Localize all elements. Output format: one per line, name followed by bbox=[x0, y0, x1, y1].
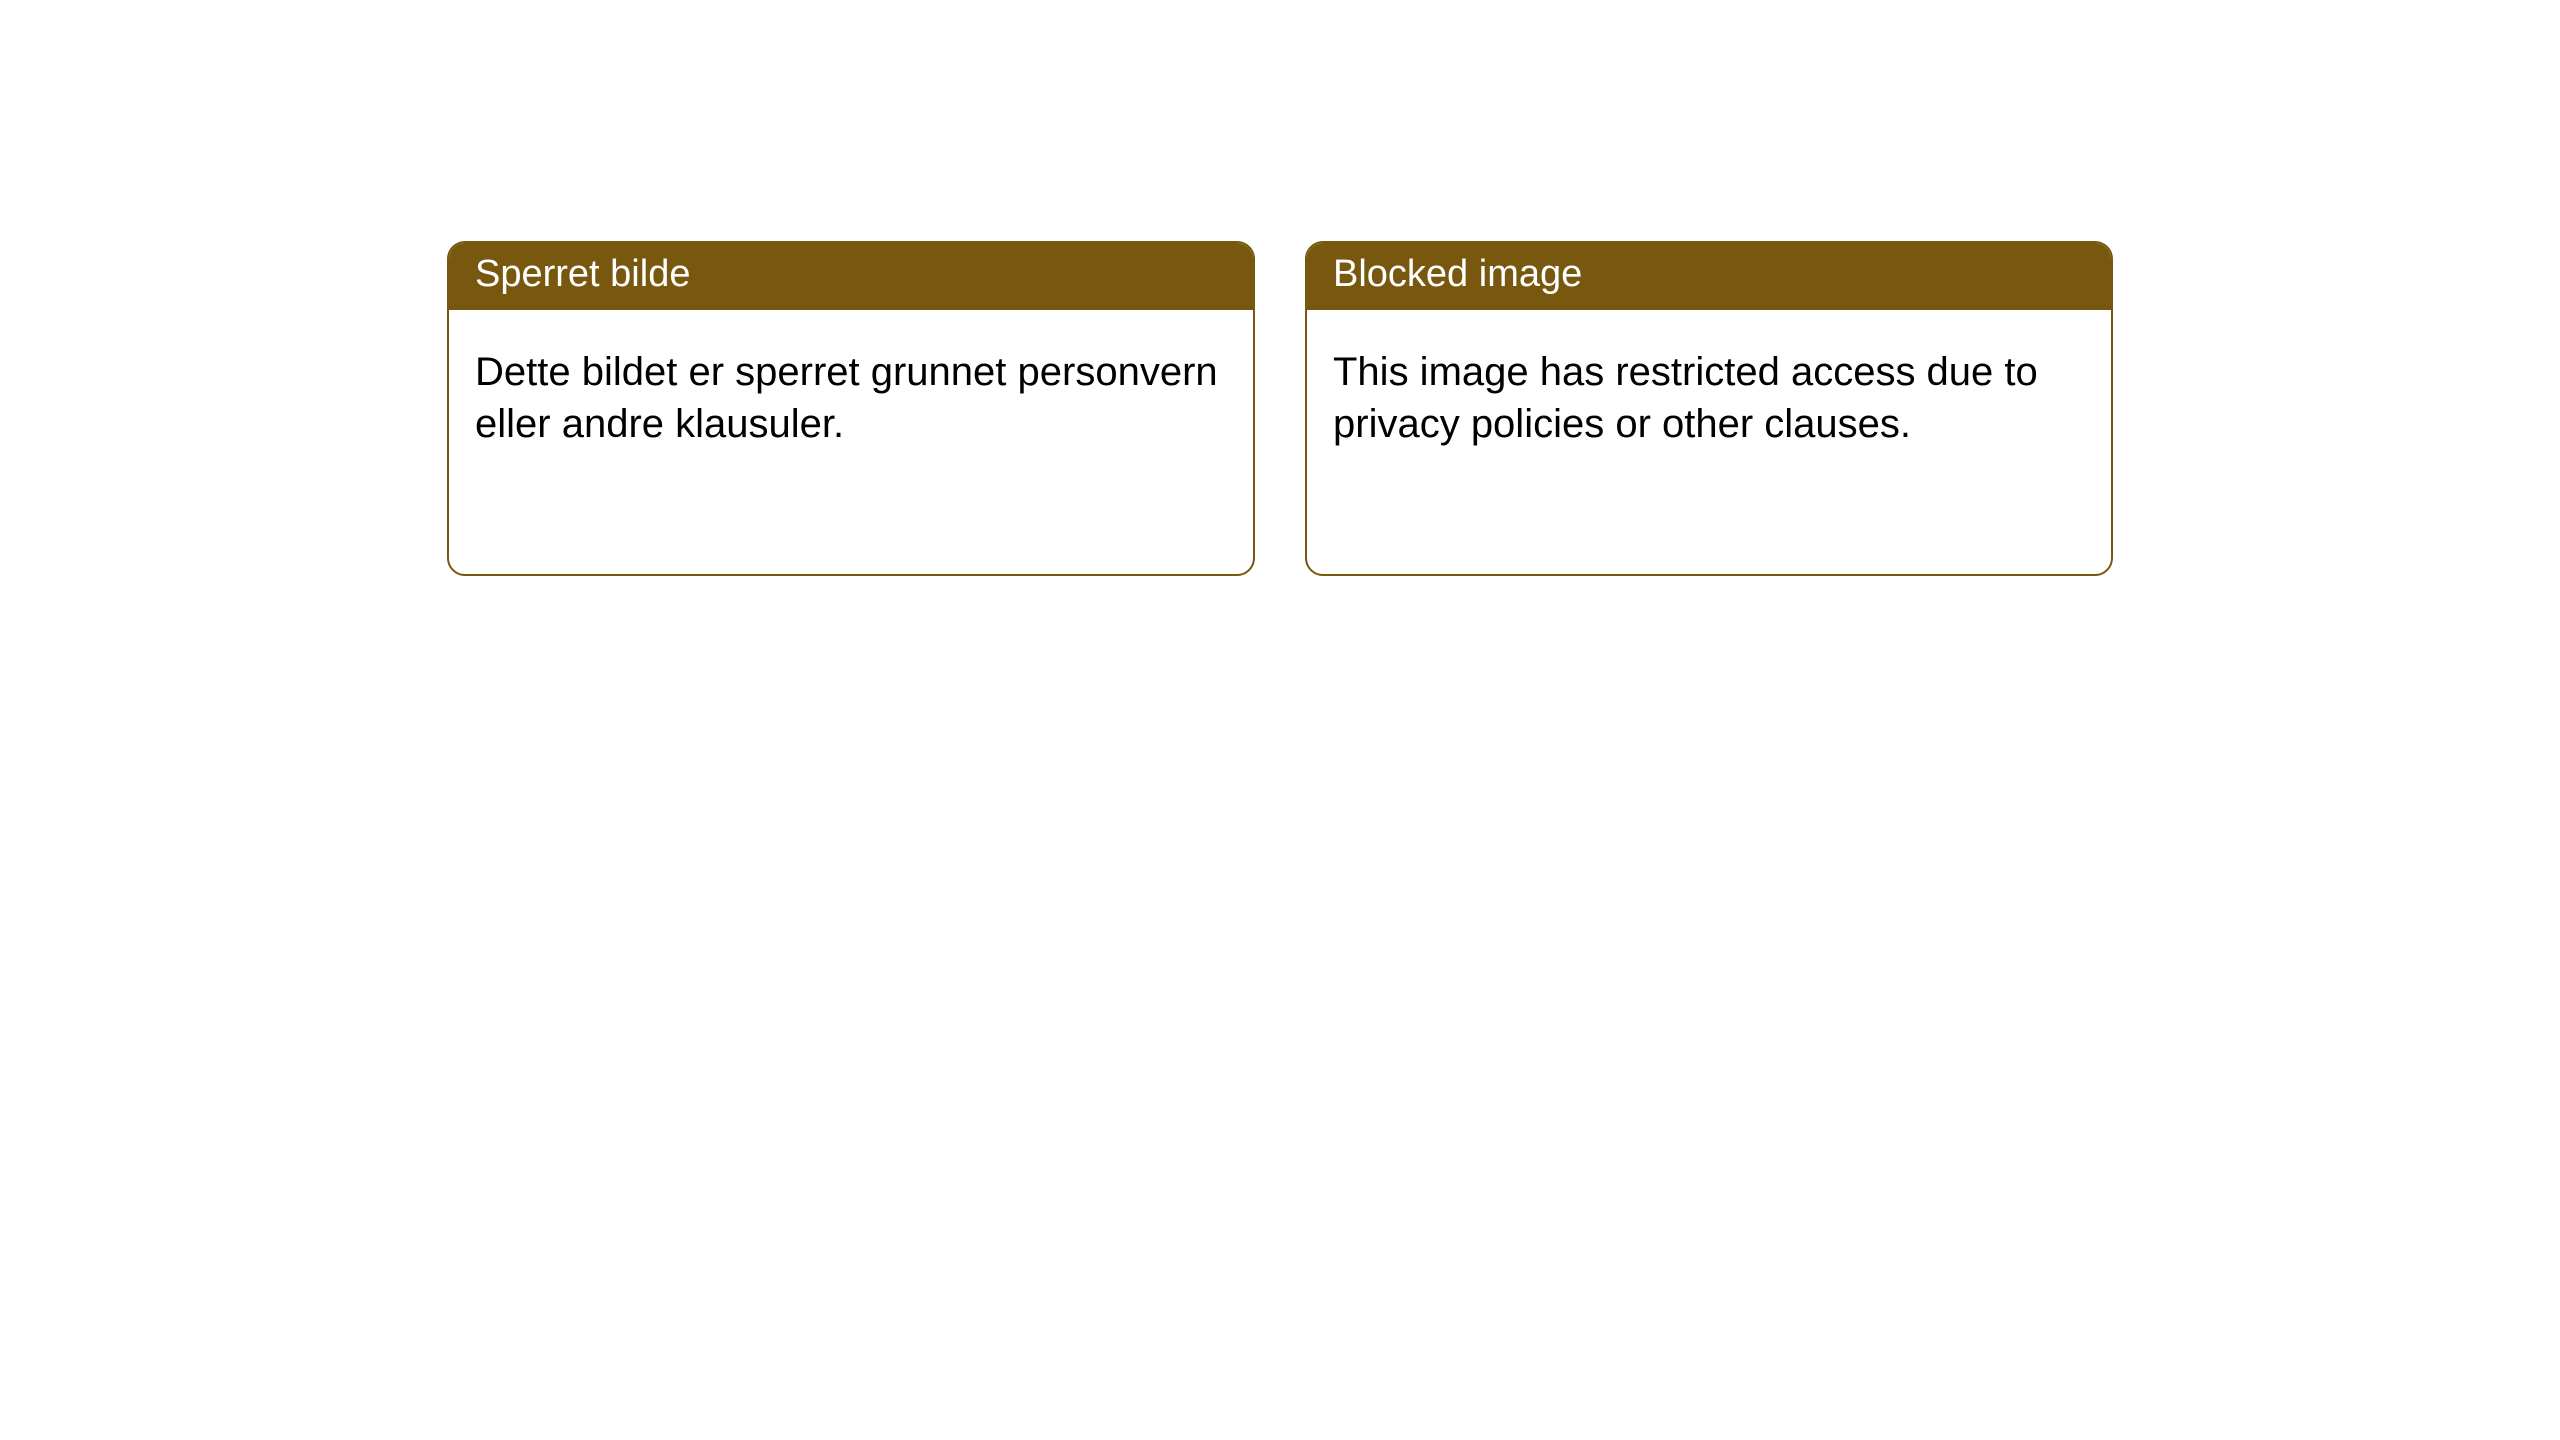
card-header-norwegian: Sperret bilde bbox=[449, 243, 1253, 310]
notice-container: Sperret bilde Dette bildet er sperret gr… bbox=[0, 0, 2560, 576]
card-body-norwegian: Dette bildet er sperret grunnet personve… bbox=[449, 310, 1253, 476]
card-header-english: Blocked image bbox=[1307, 243, 2111, 310]
notice-card-english: Blocked image This image has restricted … bbox=[1305, 241, 2113, 576]
notice-card-norwegian: Sperret bilde Dette bildet er sperret gr… bbox=[447, 241, 1255, 576]
card-body-english: This image has restricted access due to … bbox=[1307, 310, 2111, 476]
